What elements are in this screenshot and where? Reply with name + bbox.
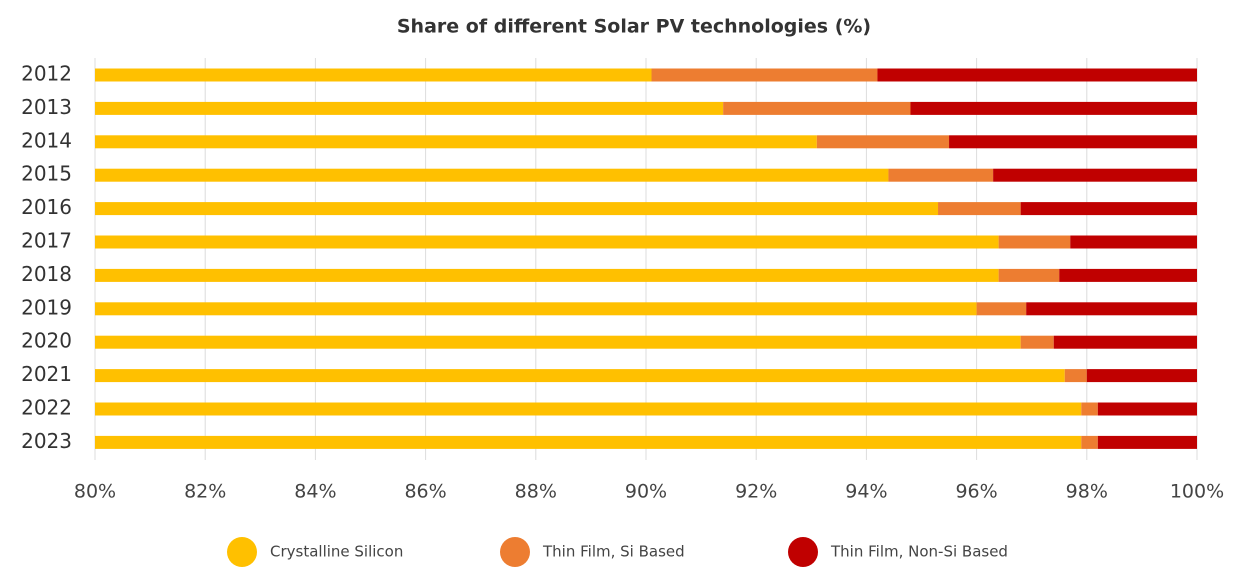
x-tick-label: 96% xyxy=(955,481,997,503)
bar-segment xyxy=(95,68,652,82)
legend-label: Thin Film, Si Based xyxy=(542,543,685,561)
bar-segment xyxy=(1097,402,1197,416)
bar-segment xyxy=(998,235,1071,249)
bar-segment xyxy=(816,135,950,149)
y-tick-label: 2019 xyxy=(21,295,72,319)
bar-segment xyxy=(1097,435,1197,449)
x-tick-label: 82% xyxy=(184,481,226,503)
y-tick-label: 2017 xyxy=(21,229,72,253)
bar-segment xyxy=(1064,369,1087,383)
bar-segment xyxy=(95,402,1082,416)
legend-swatch xyxy=(788,537,818,567)
x-tick-label: 88% xyxy=(515,481,557,503)
bar-segment xyxy=(723,101,911,115)
bar-segment xyxy=(1020,335,1054,349)
bar-segment xyxy=(1020,202,1197,216)
y-tick-label: 2022 xyxy=(21,396,72,420)
bar-segment xyxy=(976,302,1027,316)
bar-segment xyxy=(95,235,999,249)
bar-segment xyxy=(938,202,1021,216)
legend-swatch xyxy=(500,537,530,567)
legend-label: Thin Film, Non-Si Based xyxy=(830,543,1008,561)
bar-segment xyxy=(95,202,939,216)
y-tick-label: 2016 xyxy=(21,195,72,219)
bar-segment xyxy=(95,268,999,282)
y-tick-label: 2014 xyxy=(21,128,72,152)
legend-swatch xyxy=(227,537,257,567)
bar-segment xyxy=(95,302,977,316)
bar-segment xyxy=(998,268,1060,282)
bar-segment xyxy=(1026,302,1197,316)
bar-segment xyxy=(949,135,1197,149)
bar-segment xyxy=(95,435,1082,449)
y-tick-label: 2015 xyxy=(21,162,72,186)
legend-label: Crystalline Silicon xyxy=(270,543,403,561)
x-tick-label: 84% xyxy=(294,481,336,503)
x-tick-label: 92% xyxy=(735,481,777,503)
y-tick-label: 2021 xyxy=(21,362,72,386)
bar-segment xyxy=(1053,335,1197,349)
bar-segment xyxy=(95,168,889,182)
x-tick-label: 100% xyxy=(1170,481,1224,503)
x-tick-label: 94% xyxy=(845,481,887,503)
bar-segment xyxy=(95,101,724,115)
bar-segment xyxy=(95,369,1065,383)
y-tick-label: 2020 xyxy=(21,329,72,353)
bar-segment xyxy=(1086,369,1197,383)
chart-title: Share of different Solar PV technologies… xyxy=(397,16,871,38)
bar-segment xyxy=(888,168,994,182)
y-tick-label: 2012 xyxy=(21,62,72,86)
y-tick-label: 2023 xyxy=(21,429,72,453)
x-tick-label: 90% xyxy=(625,481,667,503)
bar-segment xyxy=(877,68,1197,82)
bar-segment xyxy=(1070,235,1197,249)
bar-segment xyxy=(1059,268,1197,282)
x-tick-label: 86% xyxy=(404,481,446,503)
bar-segment xyxy=(910,101,1197,115)
bar-segment xyxy=(993,168,1197,182)
bar-segment xyxy=(651,68,878,82)
bar-segment xyxy=(1081,402,1098,416)
bar-segment xyxy=(95,135,817,149)
bar-segment xyxy=(1081,435,1098,449)
x-tick-label: 98% xyxy=(1066,481,1108,503)
y-tick-label: 2018 xyxy=(21,262,72,286)
y-tick-label: 2013 xyxy=(21,95,72,119)
bar-segment xyxy=(95,335,1021,349)
x-tick-label: 80% xyxy=(74,481,116,503)
